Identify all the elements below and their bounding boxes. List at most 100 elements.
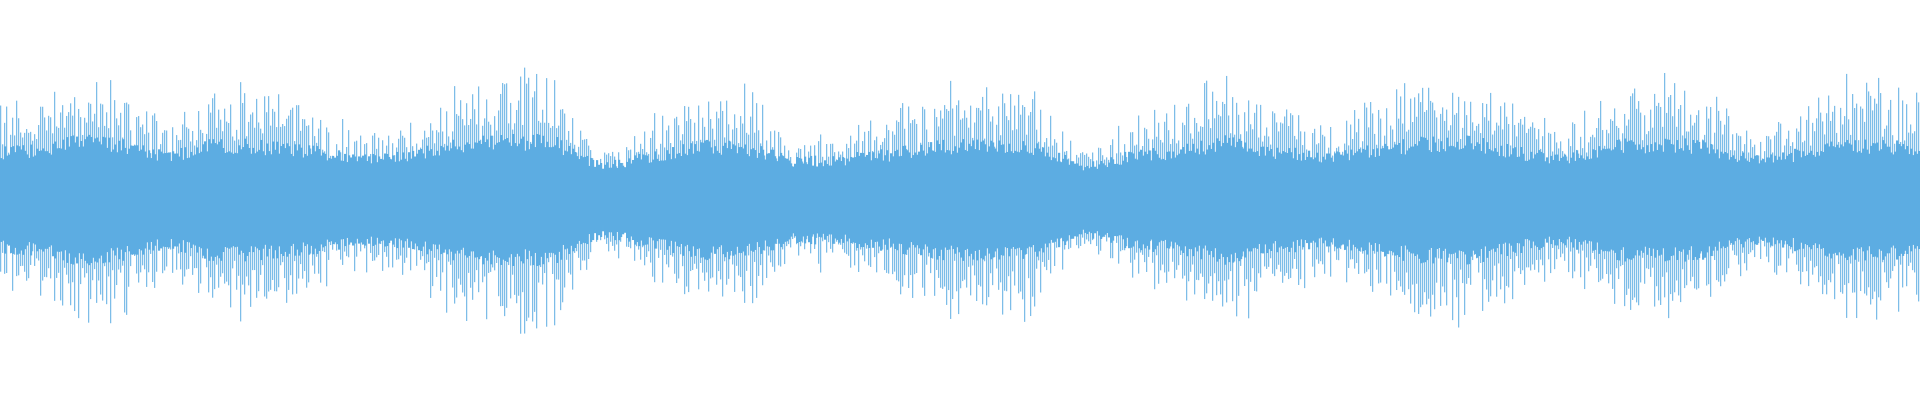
waveform-peak-bar [1654, 93, 1656, 307]
waveform-peak-bar [1178, 140, 1180, 266]
waveform-peak-bar [1766, 135, 1768, 257]
waveform-peak-bar [516, 109, 518, 304]
waveform-peak-bar [1630, 96, 1632, 310]
waveform-peak-bar [1724, 124, 1726, 282]
waveform-peak-bar [446, 111, 448, 313]
waveform-peak-bar [1002, 93, 1004, 315]
waveform-peak-bar [462, 119, 464, 293]
waveform-peak-bar [1822, 121, 1824, 295]
waveform-peak-bar [414, 156, 416, 250]
waveform-peak-bar [1608, 133, 1610, 284]
waveform-peak-bar [528, 77, 530, 318]
waveform-peak-bar [1666, 112, 1668, 273]
waveform-peak-bar [38, 125, 40, 261]
waveform-peak-bar [46, 130, 48, 278]
waveform-peak-bar [680, 140, 682, 255]
waveform-peak-bar [1712, 144, 1714, 257]
waveform-peak-bar [710, 119, 712, 279]
waveform-peak-bar [1800, 116, 1802, 285]
waveform-peak-bar [100, 103, 102, 295]
waveform-peak-bar [1610, 119, 1612, 275]
waveform-peak-bar [504, 84, 506, 317]
waveform-peak-bar [962, 118, 964, 282]
waveform-peak-bar [354, 141, 356, 272]
waveform-peak-bar [616, 166, 618, 245]
waveform-peak-bar [496, 130, 498, 263]
waveform-peak-bar [1078, 157, 1080, 249]
waveform-peak-bar [1838, 141, 1840, 265]
waveform-peak-bar [1730, 150, 1732, 245]
waveform-peak-bar [206, 133, 208, 268]
waveform-peak-bar [378, 137, 380, 255]
waveform-peak-bar [340, 152, 342, 260]
waveform-peak-bar [612, 151, 614, 246]
waveform-peak-bar [720, 101, 722, 280]
waveform-peak-bar [416, 143, 418, 266]
waveform-peak-bar [1184, 125, 1186, 276]
waveform-peak-bar [684, 106, 686, 295]
waveform-peak-bar [1324, 136, 1326, 274]
waveform-peak-bar [864, 131, 866, 262]
waveform-peak-bar [880, 144, 882, 250]
waveform-peak-bar [808, 151, 810, 241]
waveform-peak-bar [1834, 105, 1836, 300]
waveform-peak-bar [584, 139, 586, 261]
waveform-peak-bar [730, 141, 732, 256]
waveform-peak-bar [1492, 134, 1494, 281]
waveform-peak-bar [1080, 153, 1082, 246]
waveform-peak-bar [362, 156, 364, 245]
waveform-peak-bar [1566, 156, 1568, 248]
waveform-peak-bar [1272, 111, 1274, 274]
waveform-peak-bar [508, 123, 510, 266]
waveform-peak-bar [732, 129, 734, 265]
waveform-peak-bar [1590, 136, 1592, 266]
waveform-peak-bar [778, 131, 780, 266]
waveform-peak-bar [992, 116, 994, 286]
waveform-peak-bar [490, 124, 492, 272]
waveform-peak-bar [972, 137, 974, 266]
waveform-peak-bar [1222, 101, 1224, 307]
waveform-peak-bar [70, 103, 72, 306]
waveform-peak-bar [1228, 115, 1230, 280]
waveform-peak-bar [1692, 125, 1694, 277]
waveform-peak-bar [204, 143, 206, 257]
waveform-peak-bar [1580, 136, 1582, 278]
waveform-peak-bar [1168, 130, 1170, 272]
waveform-peak-bar [1278, 131, 1280, 265]
waveform-peak-bar [648, 153, 650, 252]
waveform-peak-bar [1010, 94, 1012, 311]
waveform-peak-bar [476, 124, 478, 271]
waveform-peak-bar [302, 119, 304, 279]
waveform-peak-bar [1848, 119, 1850, 284]
waveform-peak-bar [406, 147, 408, 258]
waveform-peak-bar [1074, 167, 1076, 231]
waveform-peak-bar [1496, 122, 1498, 297]
waveform-peak-bar [1390, 125, 1392, 296]
waveform-peak-bar [1656, 105, 1658, 287]
waveform-peak-bar [136, 117, 138, 274]
waveform-peak-bar [724, 137, 726, 262]
waveform-peak-bar [1046, 138, 1048, 271]
waveform-peak-bar [186, 127, 188, 270]
waveform-peak-bar [6, 106, 8, 274]
waveform-peak-bar [1828, 95, 1830, 281]
waveform-peak-bar [876, 136, 878, 273]
waveform-peak-bar [350, 161, 352, 237]
waveform-peak-bar [1796, 128, 1798, 265]
waveform-peak-bar [1090, 159, 1092, 245]
waveform-peak-bar [996, 124, 998, 269]
waveform-peak-bar [1772, 152, 1774, 247]
waveform-peak-bar [1208, 119, 1210, 284]
waveform-peak-bar [858, 124, 860, 272]
waveform-peak-bar [1570, 146, 1572, 252]
waveform-peak-bar [530, 141, 532, 266]
waveform-peak-bar [1902, 100, 1904, 288]
waveform-peak-bar [1136, 144, 1138, 253]
waveform-peak-bar [60, 112, 62, 301]
waveform-peak-bar [36, 139, 38, 259]
waveform-peak-bar [1908, 132, 1910, 266]
waveform-peak-bar [208, 104, 210, 293]
waveform-peak-bar [58, 127, 60, 273]
waveform-peak-bar [1706, 106, 1708, 286]
waveform-peak-bar [1548, 132, 1550, 260]
